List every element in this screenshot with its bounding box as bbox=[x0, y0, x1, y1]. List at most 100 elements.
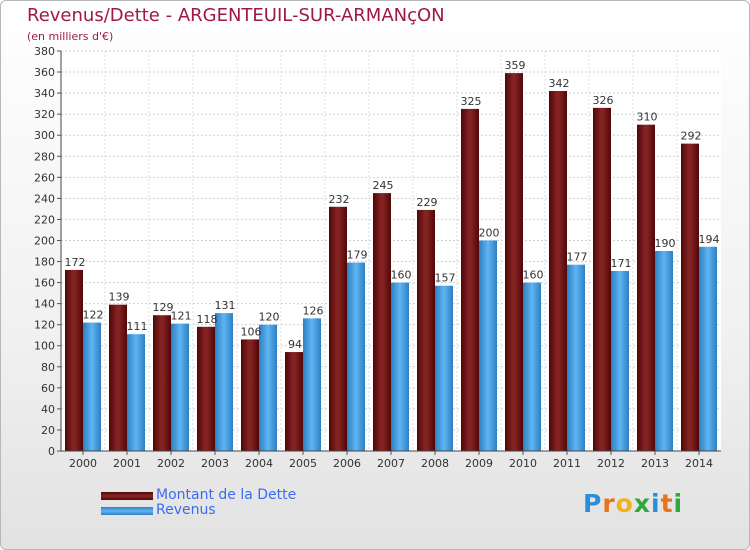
x-tick-label-2004: 2004 bbox=[245, 457, 273, 470]
data-label-revenus-2004: 120 bbox=[259, 311, 280, 324]
data-label-revenus-2011: 177 bbox=[567, 251, 588, 264]
data-label-debt-2009: 325 bbox=[461, 95, 482, 108]
bar-debt-2001 bbox=[109, 304, 127, 451]
bar-debt-2000 bbox=[65, 269, 83, 451]
bar-revenus-2000 bbox=[83, 322, 101, 451]
y-tick-label: 360 bbox=[34, 66, 55, 79]
x-tick-label-2011: 2011 bbox=[553, 457, 581, 470]
x-tick-label-2006: 2006 bbox=[333, 457, 361, 470]
chart-subtitle: (en milliers d'€) bbox=[27, 30, 114, 43]
data-label-debt-2013: 310 bbox=[637, 111, 658, 124]
data-label-debt-2003: 118 bbox=[197, 313, 218, 326]
x-tick-label-2009: 2009 bbox=[465, 457, 493, 470]
data-label-revenus-2000: 122 bbox=[83, 309, 104, 322]
y-tick-label: 40 bbox=[41, 403, 55, 416]
x-tick-label-2014: 2014 bbox=[685, 457, 713, 470]
data-label-revenus-2005: 126 bbox=[303, 304, 324, 317]
y-tick-label: 380 bbox=[34, 45, 55, 58]
logo-letter: o bbox=[615, 489, 634, 518]
data-label-revenus-2006: 179 bbox=[347, 249, 368, 262]
x-tick-label-2000: 2000 bbox=[69, 457, 97, 470]
y-tick-label: 200 bbox=[34, 234, 55, 247]
bar-debt-2004 bbox=[241, 339, 259, 451]
data-label-debt-2001: 139 bbox=[109, 291, 130, 304]
y-tick-label: 180 bbox=[34, 256, 55, 269]
data-label-debt-2007: 245 bbox=[373, 179, 394, 192]
y-tick-label: 280 bbox=[34, 150, 55, 163]
bar-debt-2013 bbox=[637, 124, 655, 452]
x-tick-label-2001: 2001 bbox=[113, 457, 141, 470]
y-tick-label: 20 bbox=[41, 424, 55, 437]
data-label-revenus-2008: 157 bbox=[435, 272, 456, 285]
logo-letter: P bbox=[583, 489, 603, 518]
y-tick-label: 120 bbox=[34, 319, 55, 332]
bar-revenus-2013 bbox=[655, 251, 673, 451]
bar-debt-2007 bbox=[373, 193, 391, 451]
bar-revenus-2001 bbox=[127, 334, 145, 451]
data-label-revenus-2009: 200 bbox=[479, 226, 500, 239]
bar-debt-2009 bbox=[461, 108, 479, 451]
bar-revenus-2014 bbox=[699, 246, 717, 451]
bar-revenus-2005 bbox=[303, 318, 321, 451]
y-tick-label: 320 bbox=[34, 108, 55, 121]
chart-title: Revenus/Dette - ARGENTEUIL-SUR-ARMANçON bbox=[27, 5, 445, 26]
x-tick-label-2013: 2013 bbox=[641, 457, 669, 470]
logo-letter: x bbox=[633, 489, 651, 518]
bar-debt-2012 bbox=[593, 107, 611, 451]
data-label-revenus-2010: 160 bbox=[523, 269, 544, 282]
bar-debt-2002 bbox=[153, 315, 171, 451]
y-tick-label: 60 bbox=[41, 382, 55, 395]
data-label-revenus-2012: 171 bbox=[611, 257, 632, 270]
y-tick-label: 340 bbox=[34, 87, 55, 100]
y-tick-label: 240 bbox=[34, 192, 55, 205]
y-tick-label: 140 bbox=[34, 298, 55, 311]
bar-debt-2006 bbox=[329, 206, 347, 451]
data-label-debt-2010: 359 bbox=[505, 59, 526, 72]
y-tick-label: 220 bbox=[34, 213, 55, 226]
bar-debt-2008 bbox=[417, 209, 435, 451]
bar-revenus-2007 bbox=[391, 282, 409, 451]
x-tick-label-2005: 2005 bbox=[289, 457, 317, 470]
logo-letter: i bbox=[673, 489, 684, 518]
data-label-revenus-2007: 160 bbox=[391, 269, 412, 282]
y-tick-label: 260 bbox=[34, 171, 55, 184]
bar-debt-2011 bbox=[549, 91, 567, 451]
x-tick-label-2012: 2012 bbox=[597, 457, 625, 470]
data-label-debt-2008: 229 bbox=[417, 196, 438, 209]
data-label-revenus-2001: 111 bbox=[127, 320, 148, 333]
data-label-debt-2012: 326 bbox=[593, 94, 614, 107]
bar-revenus-2010 bbox=[523, 282, 541, 451]
proxiti-logo: Proxiti bbox=[583, 489, 683, 518]
y-tick-label: 100 bbox=[34, 340, 55, 353]
bar-revenus-2003 bbox=[215, 313, 233, 451]
legend-label-debt: Montant de la Dette bbox=[156, 487, 297, 503]
bar-revenus-2006 bbox=[347, 262, 365, 451]
logo-letter: i bbox=[651, 489, 661, 518]
bar-revenus-2002 bbox=[171, 323, 189, 451]
bar-revenus-2004 bbox=[259, 324, 277, 451]
legend-swatch-debt bbox=[101, 492, 153, 500]
x-tick-label-2008: 2008 bbox=[421, 457, 449, 470]
bar-debt-2003 bbox=[197, 326, 215, 451]
data-label-revenus-2014: 194 bbox=[699, 233, 720, 246]
data-label-debt-2005: 94 bbox=[288, 338, 302, 351]
data-label-debt-2014: 292 bbox=[681, 130, 702, 143]
legend-label-revenus: Revenus bbox=[156, 502, 216, 518]
data-label-revenus-2013: 190 bbox=[655, 237, 676, 250]
legend-swatch-revenus bbox=[101, 507, 153, 515]
x-tick-label-2007: 2007 bbox=[377, 457, 405, 470]
y-tick-label: 0 bbox=[48, 445, 55, 458]
y-tick-label: 80 bbox=[41, 361, 55, 374]
x-tick-label-2010: 2010 bbox=[509, 457, 537, 470]
x-tick-label-2003: 2003 bbox=[201, 457, 229, 470]
data-label-debt-2006: 232 bbox=[329, 193, 350, 206]
bar-revenus-2008 bbox=[435, 285, 453, 451]
bar-debt-2010 bbox=[505, 73, 523, 452]
data-label-revenus-2003: 131 bbox=[215, 299, 236, 312]
bar-debt-2005 bbox=[285, 352, 303, 451]
bar-revenus-2009 bbox=[479, 240, 497, 451]
data-label-revenus-2002: 121 bbox=[171, 310, 192, 323]
bar-revenus-2011 bbox=[567, 264, 585, 451]
